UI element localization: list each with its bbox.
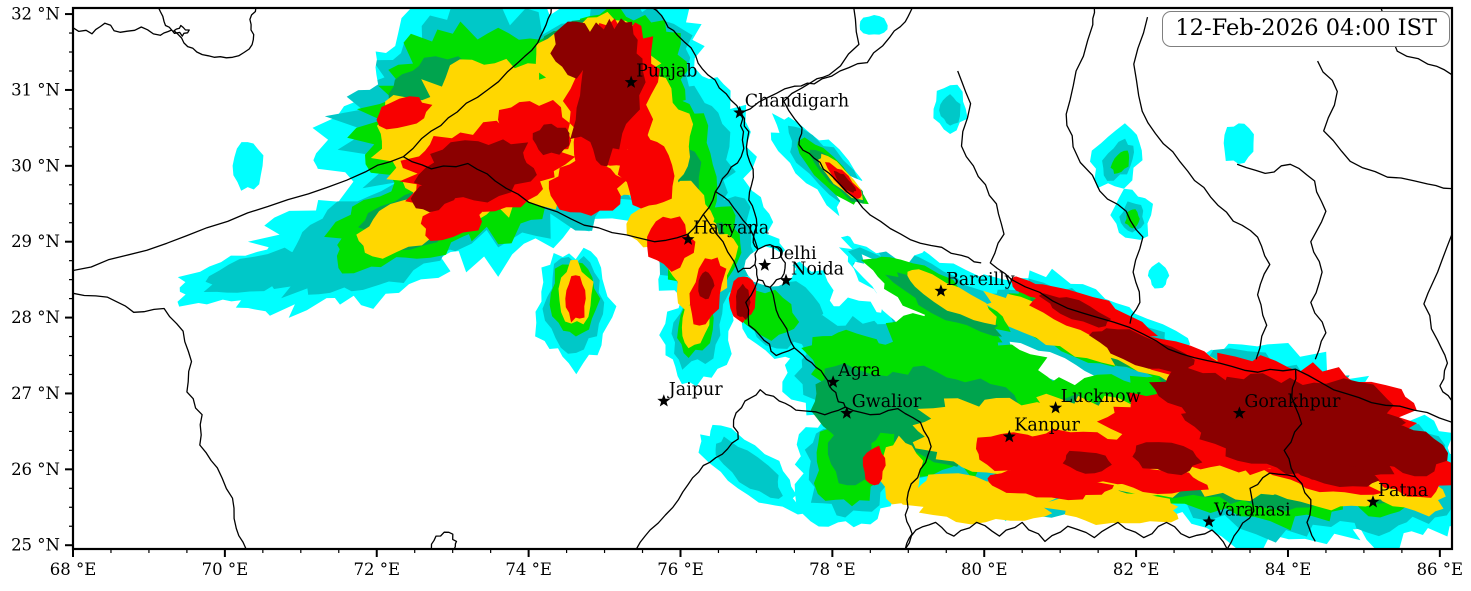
x-tick-label: 72 °E	[353, 560, 400, 579]
boundary-line	[740, 8, 913, 114]
y-tick-label: 29 °N	[11, 232, 60, 251]
city-star-icon	[624, 75, 638, 88]
city-star-icon	[681, 232, 695, 245]
city-star-icon	[657, 394, 671, 407]
x-tick-label: 74 °E	[505, 560, 552, 579]
boundary-line	[739, 112, 759, 250]
city-star-icon	[1202, 514, 1216, 528]
x-tick-label: 78 °E	[809, 560, 856, 579]
city-star-icon	[1049, 401, 1063, 414]
x-tick-label: 86 °E	[1417, 560, 1464, 579]
city-label: Kanpur	[1014, 416, 1080, 436]
boundary-line	[1317, 60, 1452, 190]
plot-frame	[71, 6, 1454, 551]
boundary-line	[1236, 163, 1327, 360]
boundary-line	[904, 521, 1228, 549]
boundary-line	[1423, 233, 1452, 402]
x-tick-label: 70 °E	[202, 560, 249, 579]
y-tick-label: 26 °N	[11, 460, 60, 479]
city-label: Gorakhpur	[1244, 392, 1341, 412]
boundary-line	[1226, 472, 1296, 549]
boundary-line	[402, 112, 745, 243]
x-tick-label: 68 °E	[50, 560, 97, 579]
city-star-icon	[779, 273, 793, 286]
y-tick-label: 27 °N	[11, 384, 60, 403]
x-tick-label: 82 °E	[1113, 560, 1160, 579]
boundary-line	[754, 244, 786, 288]
city-label: Agra	[837, 361, 881, 381]
x-tick-label: 80 °E	[961, 560, 1008, 579]
boundary-line	[651, 8, 742, 114]
city-star-icon	[1366, 495, 1380, 508]
city-star-icon	[1232, 406, 1246, 419]
city-star-icon	[826, 375, 840, 388]
city-star-icon	[758, 258, 772, 271]
city-star-icon	[1002, 429, 1016, 443]
boundary-line	[769, 286, 846, 408]
x-tick-label: 76 °E	[657, 560, 704, 579]
city-label: Punjab	[636, 61, 697, 81]
timestamp-text: 12-Feb-2026 04:00 IST	[1175, 15, 1437, 41]
boundary-line	[635, 389, 846, 549]
city-star-icon	[733, 105, 747, 119]
boundary-line	[157, 8, 173, 31]
city-label: Lucknow	[1061, 387, 1141, 407]
boundary-line	[73, 8, 552, 272]
axes: 68 °E 70 °E 72 °E 74 °E 76 °E 78 °E 80 °E 82 °E…	[11, 5, 1463, 579]
city-star-icon	[840, 406, 854, 419]
x-tick-label: 84 °E	[1265, 560, 1312, 579]
boundary-line	[783, 8, 982, 264]
y-tick-label: 25 °N	[11, 536, 60, 555]
boundary-line	[73, 292, 247, 549]
boundary-line	[430, 531, 458, 549]
city-label: Delhi	[770, 244, 817, 264]
boundary-line	[715, 191, 759, 250]
boundary-line	[1133, 16, 1271, 360]
boundary-line	[845, 406, 932, 549]
city-label: Jaipur	[667, 380, 724, 400]
boundary-line	[1283, 369, 1316, 542]
city-label: Noida	[791, 259, 844, 279]
city-star-icon	[934, 284, 948, 297]
city-label: Chandigarh	[745, 92, 849, 112]
boundary-line	[73, 8, 257, 59]
city-label: Bareilly	[946, 270, 1015, 290]
boundary-line	[957, 70, 1452, 423]
y-tick-label: 31 °N	[11, 80, 60, 99]
y-tick-label: 28 °N	[11, 308, 60, 327]
city-label: Gwalior	[852, 392, 922, 412]
boundary-line	[1065, 8, 1144, 324]
y-tick-label: 32 °N	[11, 5, 60, 24]
city-label: Patna	[1378, 481, 1428, 501]
y-tick-label: 30 °N	[11, 156, 60, 175]
city-label: Varanasi	[1213, 501, 1291, 521]
city-label: Haryana	[693, 218, 769, 238]
boundary-line	[745, 279, 795, 357]
admin-boundaries	[73, 8, 1452, 549]
boundary-line	[702, 214, 756, 273]
timestamp-badge: 12-Feb-2026 04:00 IST	[1162, 11, 1450, 48]
